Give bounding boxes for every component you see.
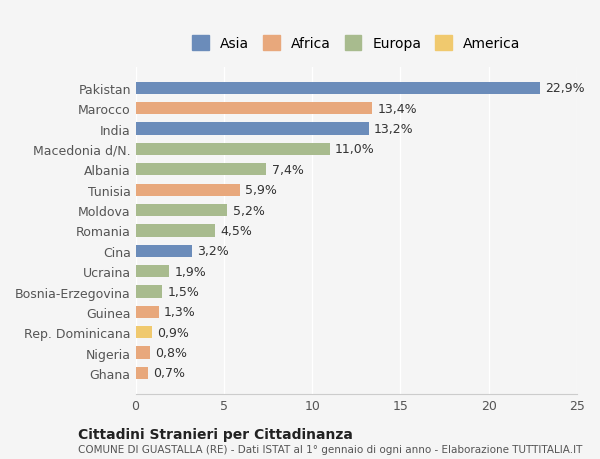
Text: 11,0%: 11,0% bbox=[335, 143, 375, 156]
Text: 1,9%: 1,9% bbox=[175, 265, 206, 278]
Bar bbox=[136, 326, 152, 339]
Text: 1,5%: 1,5% bbox=[167, 285, 199, 298]
Bar bbox=[136, 306, 158, 318]
Bar bbox=[136, 265, 169, 278]
Text: 5,9%: 5,9% bbox=[245, 184, 277, 197]
Bar bbox=[136, 347, 150, 359]
Bar bbox=[136, 164, 266, 176]
Text: 0,7%: 0,7% bbox=[153, 367, 185, 380]
Text: 4,5%: 4,5% bbox=[220, 224, 252, 237]
Bar bbox=[136, 225, 215, 237]
Text: COMUNE DI GUASTALLA (RE) - Dati ISTAT al 1° gennaio di ogni anno - Elaborazione : COMUNE DI GUASTALLA (RE) - Dati ISTAT al… bbox=[78, 444, 583, 454]
Bar bbox=[136, 184, 240, 196]
Bar bbox=[136, 144, 330, 156]
Bar bbox=[136, 83, 540, 95]
Bar bbox=[136, 245, 192, 257]
Bar bbox=[136, 205, 227, 217]
Text: 13,4%: 13,4% bbox=[377, 102, 417, 116]
Text: 1,3%: 1,3% bbox=[164, 306, 196, 319]
Text: 0,8%: 0,8% bbox=[155, 347, 187, 359]
Text: 0,9%: 0,9% bbox=[157, 326, 188, 339]
Bar bbox=[136, 103, 372, 115]
Bar bbox=[136, 123, 368, 135]
Text: 7,4%: 7,4% bbox=[272, 163, 304, 176]
Text: 22,9%: 22,9% bbox=[545, 82, 585, 95]
Text: 3,2%: 3,2% bbox=[197, 245, 229, 257]
Bar bbox=[136, 367, 148, 379]
Text: 13,2%: 13,2% bbox=[374, 123, 413, 136]
Text: Cittadini Stranieri per Cittadinanza: Cittadini Stranieri per Cittadinanza bbox=[78, 427, 353, 441]
Text: 5,2%: 5,2% bbox=[233, 204, 265, 217]
Bar bbox=[136, 286, 162, 298]
Legend: Asia, Africa, Europa, America: Asia, Africa, Europa, America bbox=[188, 32, 524, 56]
